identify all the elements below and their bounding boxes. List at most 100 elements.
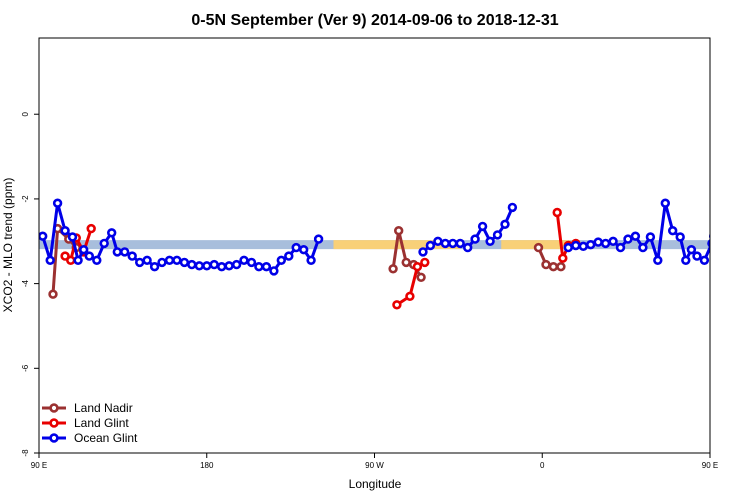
data-point-ocean-glint (470, 234, 480, 244)
legend-label-land-glint: Land Glint (74, 416, 129, 430)
data-point-ocean-glint (60, 226, 70, 236)
legend-marker-land-glint (49, 418, 59, 428)
x-axis-label: Longitude (349, 477, 402, 491)
data-point-ocean-glint (299, 245, 309, 255)
data-point-ocean-glint (675, 232, 685, 242)
data-point-ocean-glint (135, 257, 145, 268)
y-tick-label: -2 (21, 195, 30, 203)
data-point-ocean-glint (112, 247, 123, 257)
data-point-ocean-glint (500, 219, 510, 230)
data-point-ocean-glint (630, 231, 641, 241)
legend-label-land-nadir: Land Nadir (74, 401, 133, 415)
data-point-ocean-glint (106, 228, 117, 238)
data-point-ocean-glint (600, 238, 611, 249)
data-point-ocean-glint (571, 240, 581, 251)
data-point-ocean-glint (149, 262, 160, 272)
data-point-ocean-glint (418, 247, 428, 257)
data-point-ocean-glint (477, 221, 488, 232)
y-axis-label: XCO2 - MLO trend (ppm) (1, 178, 15, 313)
legend-marker-land-nadir (49, 403, 59, 413)
data-point-ocean-glint (313, 234, 324, 244)
data-point-ocean-glint (699, 255, 710, 265)
data-point-ocean-glint (681, 255, 691, 265)
data-point-ocean-glint (99, 238, 109, 249)
data-point-ocean-glint (645, 232, 656, 242)
chart-title: 0-5N September (Ver 9) 2014-09-06 to 201… (191, 12, 558, 29)
data-point-ocean-glint (667, 226, 678, 236)
data-point-land-glint (558, 253, 568, 263)
data-point-ocean-glint (578, 241, 588, 252)
data-point-ocean-glint (119, 247, 130, 257)
data-point-ocean-glint (164, 255, 175, 265)
data-point-ocean-glint (269, 266, 279, 276)
data-point-land-nadir (401, 257, 411, 268)
data-point-ocean-glint (623, 234, 633, 244)
data-point-land-nadir (416, 272, 426, 282)
data-point-ocean-glint (448, 238, 458, 249)
data-point-ocean-glint (179, 257, 190, 268)
data-point-ocean-glint (39, 231, 48, 241)
x-tick-label: 180 (200, 461, 214, 470)
data-point-ocean-glint (78, 245, 89, 255)
data-point-ocean-glint (127, 251, 137, 261)
data-point-ocean-glint (187, 259, 197, 270)
data-point-ocean-glint (202, 261, 212, 271)
data-point-land-nadir (533, 242, 544, 253)
data-point-ocean-glint (157, 257, 167, 268)
data-point-ocean-glint (485, 236, 495, 247)
data-point-ocean-glint (709, 233, 710, 240)
data-point-land-nadir (388, 264, 398, 274)
data-point-ocean-glint (45, 255, 55, 265)
y-tick-label: -6 (21, 364, 30, 372)
data-point-ocean-glint (692, 251, 702, 261)
data-point-ocean-glint (660, 198, 670, 208)
y-tick-label: 0 (21, 111, 30, 116)
data-point-ocean-glint (73, 255, 83, 265)
data-point-ocean-glint (615, 242, 626, 253)
data-point-ocean-glint (246, 257, 257, 268)
data-point-ocean-glint (261, 262, 272, 272)
legend-marker-ocean-glint (49, 433, 59, 443)
x-tick-label: 90 E (31, 461, 47, 470)
data-point-ocean-glint (608, 236, 618, 247)
y-tick-label: -8 (21, 449, 30, 457)
data-point-ocean-glint (172, 255, 182, 265)
data-point-land-nadir (48, 289, 58, 299)
data-point-land-nadir (394, 226, 404, 236)
data-point-ocean-glint (463, 242, 473, 253)
data-point-ocean-glint (433, 236, 443, 247)
data-point-ocean-glint (67, 232, 78, 242)
data-point-ocean-glint (425, 240, 436, 251)
data-point-ocean-glint (440, 238, 450, 249)
x-tick-label: 0 (540, 461, 545, 470)
plot-area (39, 198, 750, 310)
data-point-ocean-glint (217, 262, 227, 272)
data-point-ocean-glint (276, 255, 286, 265)
data-point-ocean-glint (686, 245, 697, 255)
data-point-ocean-glint (254, 262, 264, 272)
x-tick-label: 90 E (702, 461, 718, 470)
data-point-ocean-glint (306, 255, 316, 265)
data-point-ocean-glint (492, 230, 503, 240)
data-point-land-glint (65, 255, 76, 265)
data-point-land-nadir (548, 262, 559, 272)
legend-label-ocean-glint: Ocean Glint (74, 431, 138, 445)
data-point-land-nadir (556, 262, 566, 272)
data-point-ocean-glint (239, 255, 249, 265)
data-point-ocean-glint (563, 242, 573, 253)
data-point-ocean-glint (209, 259, 219, 270)
data-point-ocean-glint (507, 202, 518, 213)
data-point-land-glint (405, 291, 415, 301)
data-point-ocean-glint (284, 251, 294, 261)
data-point-ocean-glint (194, 261, 205, 271)
data-point-land-glint (412, 262, 423, 272)
y-tick-label: -4 (21, 280, 30, 288)
series-line-ocean-glint (714, 203, 750, 271)
data-point-land-glint (86, 223, 96, 234)
data-point-land-glint (420, 257, 430, 268)
data-point-ocean-glint (716, 229, 723, 236)
x-tick-label: 90 W (365, 461, 384, 470)
data-point-ocean-glint (653, 255, 663, 265)
